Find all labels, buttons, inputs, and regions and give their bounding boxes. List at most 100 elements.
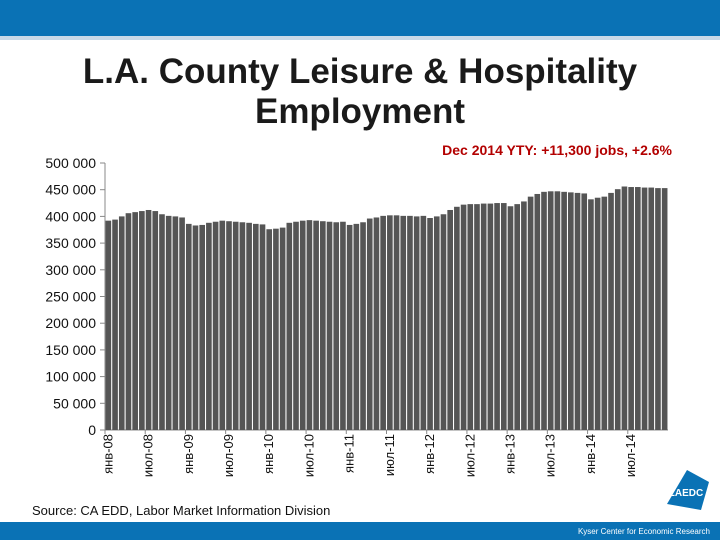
bar <box>226 221 232 430</box>
x-tick-label: янв-12 <box>422 434 437 474</box>
bar <box>299 220 306 430</box>
bar <box>326 221 333 430</box>
y-tick-label: 350 000 <box>45 235 96 251</box>
bar <box>118 216 125 430</box>
bar <box>661 188 668 430</box>
bar <box>387 215 393 430</box>
bar <box>266 229 273 430</box>
bar <box>628 187 634 430</box>
bar <box>480 203 487 430</box>
bar <box>581 193 588 430</box>
x-tick-label: янв-08 <box>100 434 115 474</box>
bar <box>145 209 152 430</box>
bar <box>320 221 326 430</box>
x-tick-label: янв-09 <box>181 434 196 474</box>
bar <box>500 203 507 430</box>
bar <box>514 204 521 430</box>
bar <box>293 221 299 430</box>
bar <box>407 215 413 430</box>
bar <box>306 220 313 430</box>
bar <box>199 224 205 430</box>
y-tick-label: 450 000 <box>45 182 96 198</box>
chart-labels: 0 50 000 100 000 150 000 200 000 250 000 300 0… <box>45 155 638 477</box>
bar <box>641 187 648 430</box>
x-tick-label: янв-10 <box>261 434 276 474</box>
bar <box>212 221 219 430</box>
bar <box>125 213 132 430</box>
bar <box>165 215 172 430</box>
yty-annotation: Dec 2014 YTY: +11,300 jobs, +2.6% <box>442 142 672 158</box>
bar <box>447 209 453 430</box>
y-tick-label: 100 000 <box>45 369 96 385</box>
bar <box>192 225 199 430</box>
bar <box>588 199 594 430</box>
bar <box>534 193 541 430</box>
y-tick-label: 400 000 <box>45 208 96 224</box>
bar <box>366 218 373 430</box>
bar <box>105 220 112 430</box>
banner-shadow <box>0 36 720 40</box>
bar <box>380 215 386 430</box>
bar <box>568 192 574 430</box>
x-tick-label: июл-13 <box>543 434 558 477</box>
x-tick-label: янв-14 <box>583 434 598 474</box>
bar <box>420 215 427 430</box>
bar <box>239 222 246 430</box>
laedc-logo: LAEDC <box>667 470 709 510</box>
bar <box>608 192 614 430</box>
bar <box>440 214 447 430</box>
bar-chart: 0 50 000 100 000 150 000 200 000 250 000 300 0… <box>45 155 668 477</box>
y-tick-label: 500 000 <box>45 155 96 171</box>
bar <box>474 204 480 430</box>
bar <box>494 203 500 430</box>
bar <box>614 189 621 430</box>
bar <box>507 206 514 430</box>
bar <box>554 191 561 430</box>
bar <box>635 187 641 430</box>
bar <box>346 224 353 430</box>
bar <box>541 191 547 430</box>
x-tick-label: июл-12 <box>462 434 477 477</box>
bar <box>521 201 527 430</box>
bar <box>232 221 239 430</box>
bar <box>139 211 145 430</box>
bar <box>467 204 474 430</box>
x-tick-label: янв-11 <box>342 434 357 473</box>
y-tick-label: 300 000 <box>45 262 96 278</box>
bar <box>340 221 346 430</box>
bar <box>172 216 179 430</box>
bar <box>621 186 628 430</box>
bar <box>400 215 407 430</box>
bar <box>246 222 252 430</box>
bar <box>393 215 400 430</box>
bar <box>185 223 192 430</box>
credit-text: Kyser Center for Economic Research <box>577 527 710 536</box>
x-tick-label: июл-10 <box>301 434 316 477</box>
bar <box>112 219 118 430</box>
bar <box>648 187 655 430</box>
bar <box>527 196 534 430</box>
y-tick-label: 250 000 <box>45 289 96 305</box>
bar <box>460 204 467 430</box>
footer-banner <box>0 522 720 540</box>
bar <box>252 223 259 430</box>
bar <box>601 196 608 430</box>
bar <box>353 223 360 430</box>
bar <box>655 188 661 430</box>
bar <box>413 216 420 430</box>
chart-axes <box>100 162 668 434</box>
y-tick-label: 200 000 <box>45 315 96 331</box>
chart-bars <box>105 186 668 430</box>
bar <box>427 218 433 430</box>
bar <box>206 222 212 430</box>
bar <box>273 228 279 430</box>
x-tick-label: янв-13 <box>502 434 517 474</box>
bar <box>333 222 340 430</box>
bar <box>132 212 138 430</box>
bar <box>279 227 286 430</box>
bar <box>313 220 319 430</box>
y-tick-label: 0 <box>88 422 96 438</box>
bar <box>360 222 366 430</box>
bar <box>574 192 581 430</box>
top-banner <box>0 0 720 36</box>
